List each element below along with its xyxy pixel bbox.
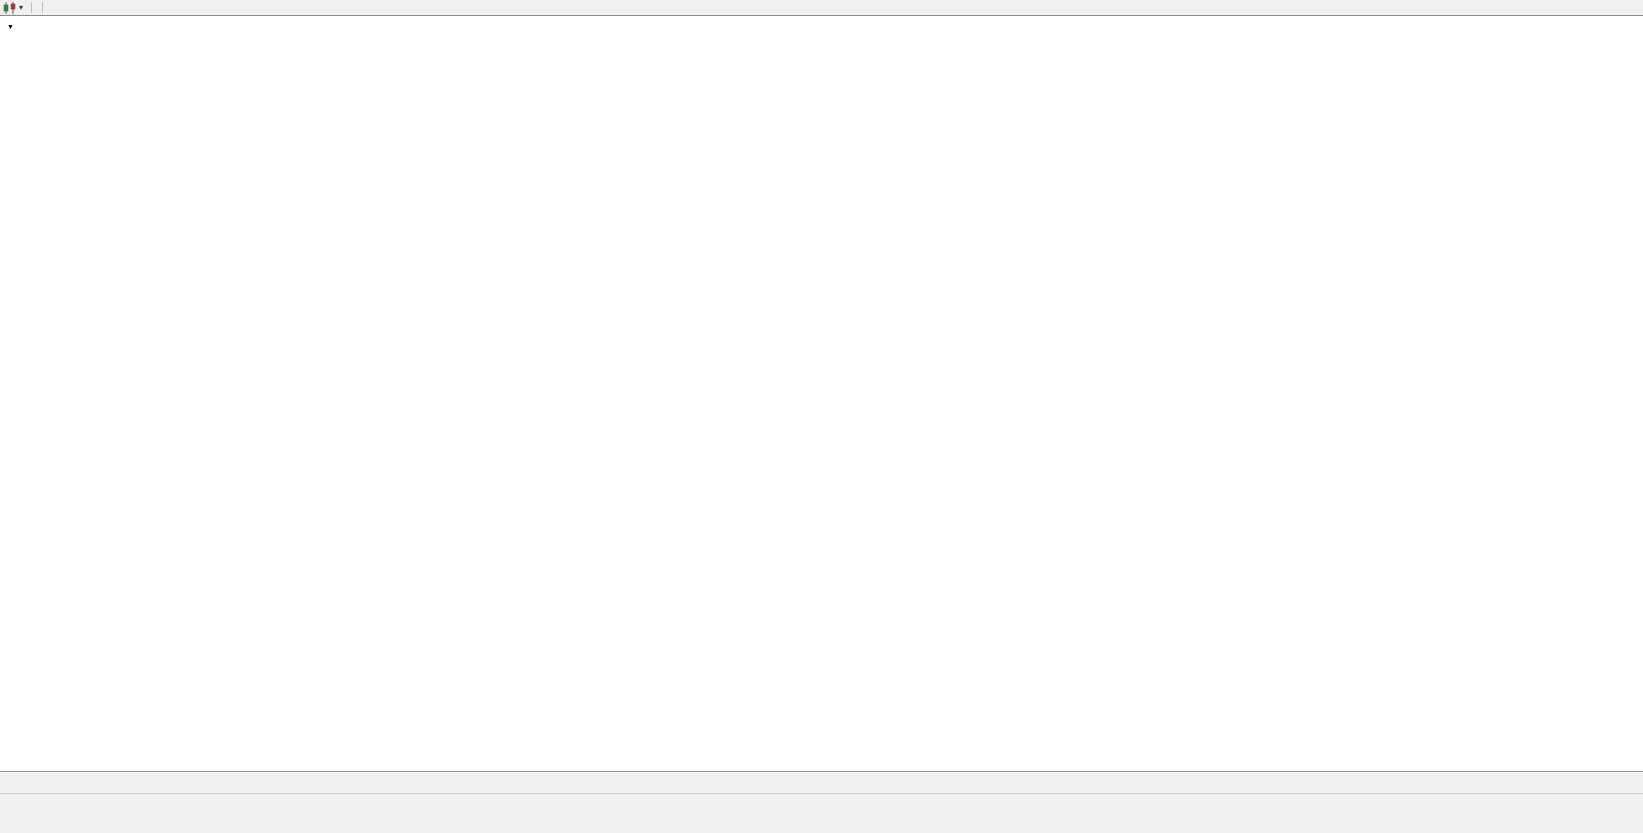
toolbar: ▾ [0,0,1643,16]
chart-tab-bar [0,771,1643,793]
status-bar [0,793,1643,833]
chart-legend: ▼ [7,22,24,33]
price-axis[interactable] [1527,16,1643,756]
toolbar-separator [31,2,33,13]
date-axis[interactable] [0,755,1526,771]
dropdown-caret-icon[interactable]: ▾ [19,3,24,12]
candlestick-chart-icon[interactable] [3,1,17,14]
collapse-triangle-icon[interactable]: ▼ [7,24,14,31]
toolbar-separator [42,2,44,13]
